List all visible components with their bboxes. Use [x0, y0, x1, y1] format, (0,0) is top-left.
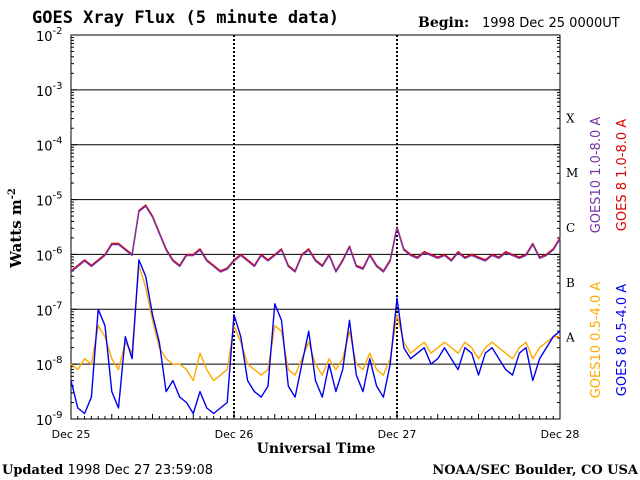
x-tick-label: Dec 26 — [215, 428, 254, 441]
legend-entry: GOES10 0.5-4.0 A — [589, 282, 604, 399]
begin-value: 1998 Dec 25 0000UT — [482, 16, 620, 31]
begin-label: Begin: — [418, 15, 469, 31]
grid-lines — [71, 89, 560, 365]
flare-class-labels: A B C M X — [565, 111, 578, 344]
flare-class-C: C — [566, 221, 575, 235]
y-tick-label: 10-4 — [36, 136, 63, 155]
flare-class-B: B — [566, 276, 575, 290]
y-axis-label: Watts m — [7, 199, 25, 269]
series-lines — [70, 204, 561, 415]
flare-class-X: X — [566, 111, 575, 125]
series-line-1 — [70, 205, 561, 273]
legend-entry: GOES10 1.0-8.0 A — [589, 117, 604, 234]
legend: GOES 8 1.0-8.0 A GOES10 1.0-8.0 A GOES10 0… — [589, 117, 630, 399]
footer-updated: Updated 1998 Dec 27 23:59:08 — [2, 463, 213, 478]
y-tick-label: 10-8 — [36, 355, 63, 374]
chart-title: GOES Xray Flux (5 minute data) — [32, 8, 339, 28]
y-axis: 10-9 10-8 10-7 10-6 10-5 10-4 10-3 10-2 — [36, 26, 560, 429]
y-tick-label: 10-2 — [36, 26, 63, 45]
plot-area — [70, 34, 561, 420]
x-axis: Dec 25 Dec 26 Dec 27 Dec 28 — [52, 411, 580, 441]
legend-entry: GOES 8 1.0-8.0 A — [615, 119, 630, 231]
y-tick-label: 10-7 — [36, 300, 63, 319]
y-tick-label: 10-5 — [36, 191, 63, 210]
footer-updated-label: Updated — [2, 463, 63, 478]
x-tick-label: Dec 25 — [52, 428, 91, 441]
y-axis-title: Watts m-2 — [7, 188, 25, 269]
x-tick-label: Dec 28 — [541, 428, 580, 441]
footer-updated-value: 1998 Dec 27 23:59:08 — [67, 463, 213, 478]
footer-credit: NOAA/SEC Boulder, CO USA — [432, 463, 639, 478]
x-tick-label: Dec 27 — [378, 428, 417, 441]
flare-class-M: M — [566, 166, 578, 180]
svg-text:Watts m-2: Watts m-2 — [7, 188, 25, 269]
x-axis-title: Universal Time — [257, 441, 376, 457]
y-axis-label-sup: -2 — [7, 188, 18, 199]
series-line-2 — [70, 264, 560, 382]
y-tick-label: 10-9 — [36, 410, 63, 429]
flare-class-A: A — [565, 331, 575, 345]
y-tick-label: 10-6 — [36, 245, 63, 264]
legend-entry: GOES 8 0.5-4.0 A — [615, 284, 630, 396]
y-tick-label: 10-3 — [36, 81, 63, 100]
series-line-3 — [70, 259, 561, 415]
